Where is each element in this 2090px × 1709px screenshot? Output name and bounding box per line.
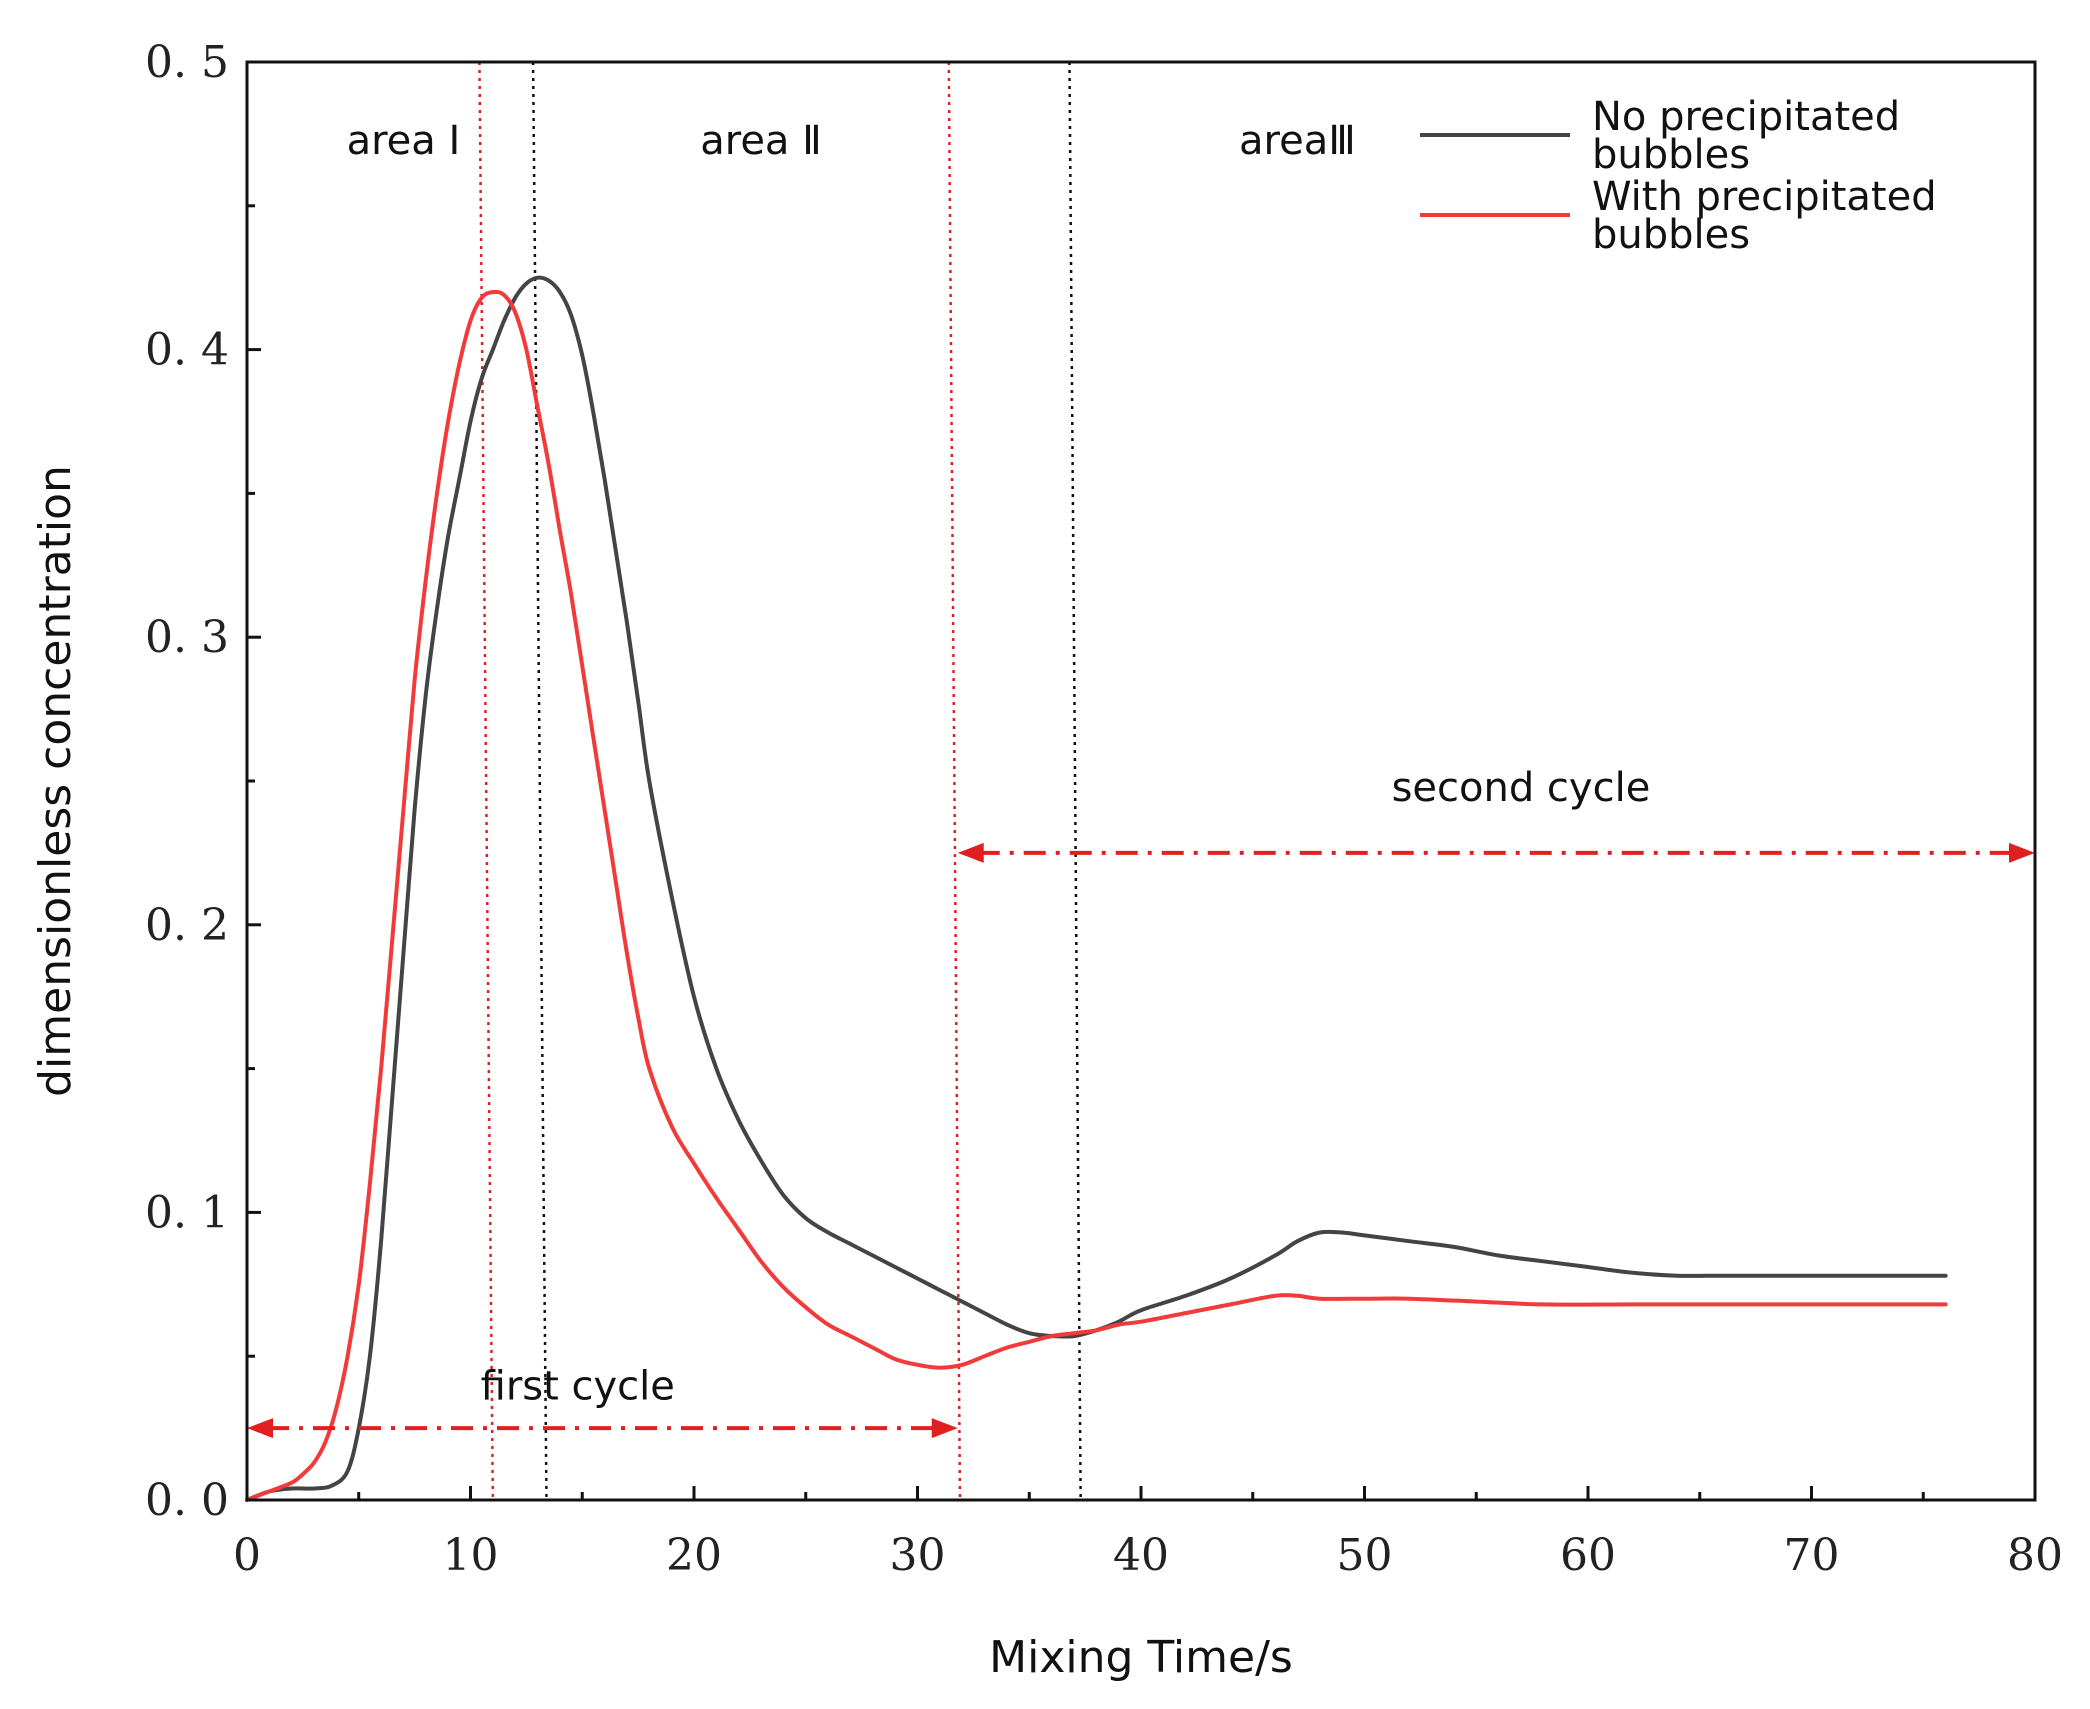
x-tick-label: 30	[890, 1530, 946, 1581]
legend-label-no-bubbles: No precipitated bubbles	[1592, 94, 1900, 178]
y-tick-label: 0. 1	[145, 1187, 229, 1238]
series-lines	[245, 275, 1948, 1502]
series-line-no-bubbles	[245, 275, 1948, 1502]
legend-label-with-bubbles: With precipitated bubbles	[1592, 174, 1937, 258]
series-line-with-bubbles	[245, 289, 1948, 1502]
first-cycle-arrow-head-left	[247, 1418, 273, 1439]
x-tick-label: 60	[1560, 1530, 1616, 1581]
legend-label-line: With precipitated	[1592, 174, 1937, 220]
x-tick-label: 0	[233, 1530, 261, 1581]
legend-label-line: bubbles	[1592, 132, 1750, 178]
second-cycle-arrow-head-right	[2009, 842, 2035, 863]
first-cycle-arrow-head-right	[931, 1418, 958, 1439]
y-axis-title: dimensionless concentration	[30, 465, 81, 1097]
x-tick-label: 10	[443, 1530, 499, 1581]
first-cycle-label: first cycle	[481, 1363, 675, 1409]
cycle-arrows	[247, 842, 2035, 1439]
x-axis-title: Mixing Time/s	[989, 1632, 1293, 1683]
x-tick-label: 80	[2007, 1530, 2063, 1581]
y-tick-label: 0. 3	[145, 612, 229, 663]
axes: 0 10 20 30 40 50 60 70 80 0. 0 0. 1 0. 2 0. 3 0. 4 0. …	[145, 37, 2063, 1581]
second-cycle-label: second cycle	[1392, 765, 1651, 811]
x-tick-label: 20	[666, 1530, 722, 1581]
legend-label-line: bubbles	[1592, 212, 1750, 258]
y-tick-label: 0. 0	[145, 1475, 229, 1526]
area-3-label: areaⅢ	[1239, 118, 1356, 164]
x-tick-label: 40	[1113, 1530, 1169, 1581]
area-1-label: area Ⅰ	[347, 118, 461, 164]
x-tick-label: 50	[1337, 1530, 1393, 1581]
legend-label-line: No precipitated	[1592, 94, 1900, 140]
y-tick-label: 0. 2	[145, 900, 229, 951]
area-2-label: area Ⅱ	[700, 118, 822, 164]
second-cycle-arrow-head-left	[957, 842, 984, 863]
x-tick-label: 70	[1784, 1530, 1840, 1581]
annotations: area Ⅰ area Ⅱ areaⅢ second cycle first cycle	[347, 118, 1651, 1409]
y-tick-label: 0. 4	[145, 325, 229, 376]
y-tick-label: 0. 5	[145, 37, 229, 88]
